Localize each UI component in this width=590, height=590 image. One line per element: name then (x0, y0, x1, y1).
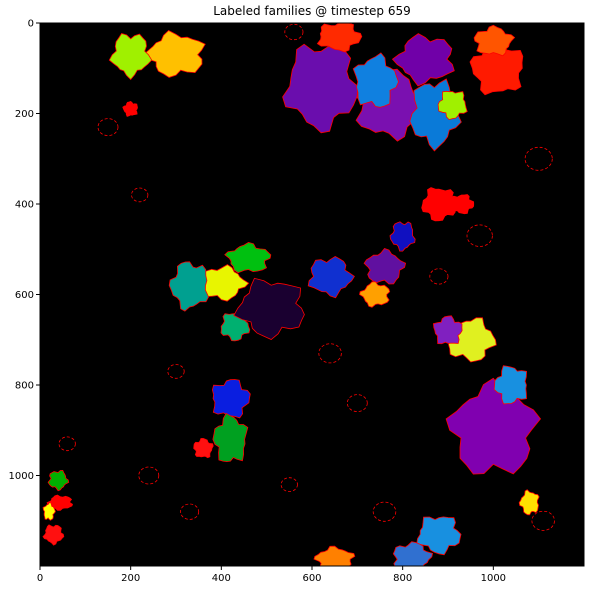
boundary-outline (524, 146, 553, 171)
boundary-outline (58, 436, 76, 452)
chart-title: Labeled families @ timestep 659 (213, 4, 411, 18)
family-region (224, 241, 272, 274)
family-region (211, 379, 251, 419)
boundary-outline (138, 466, 160, 485)
family-region (469, 40, 524, 96)
boundary-outline (280, 477, 298, 492)
family-region (122, 100, 138, 117)
family-region (168, 261, 210, 312)
family-region (313, 545, 356, 566)
x-tick-label: 400 (212, 573, 231, 584)
family-region (449, 194, 475, 215)
family-region (42, 501, 56, 521)
boundary-outline (372, 501, 397, 522)
x-tick-label: 800 (393, 573, 412, 584)
y-tick-label: 200 (15, 109, 34, 120)
boundary-outline (531, 510, 555, 531)
family-region (316, 23, 363, 53)
x-tick-label: 1000 (481, 573, 506, 584)
family-region (437, 90, 468, 121)
family-region (363, 248, 407, 285)
y-tick-label: 1000 (9, 471, 34, 482)
family-region (391, 33, 455, 87)
y-axis: 0 200 400 600 800 1000 (9, 19, 40, 482)
boundary-outline (131, 187, 149, 203)
y-tick-label: 400 (15, 200, 34, 211)
family-region (352, 52, 400, 108)
family-region (307, 256, 355, 299)
boundary-outline (346, 394, 368, 413)
x-axis: 0 200 400 600 800 1000 (37, 566, 506, 584)
y-tick-label: 600 (15, 290, 34, 301)
family-region (359, 281, 391, 308)
boundary-outline (180, 503, 200, 520)
boundary-outline (318, 343, 342, 364)
x-tick-label: 200 (121, 573, 140, 584)
boundary-outline (466, 224, 493, 247)
family-region (42, 524, 65, 546)
family-region (473, 24, 516, 57)
family-region (193, 437, 214, 459)
boundary-outline (284, 23, 304, 41)
x-tick-label: 600 (302, 573, 321, 584)
family-region (47, 469, 70, 492)
boundary-outline (97, 118, 119, 136)
y-tick-label: 800 (15, 381, 34, 392)
family-region (493, 365, 528, 405)
family-region (416, 516, 462, 556)
family-region (518, 489, 540, 516)
family-region (421, 187, 456, 222)
family-region (392, 541, 434, 566)
family-region (432, 315, 463, 345)
y-tick-label: 0 (28, 19, 34, 30)
family-region (212, 412, 249, 463)
boundary-outline (429, 268, 449, 285)
family-region (233, 277, 305, 340)
boundary-outline (167, 364, 185, 379)
x-tick-label: 0 (37, 573, 43, 584)
family-region (389, 221, 416, 252)
family-region (108, 33, 153, 81)
regions-layer (42, 23, 555, 566)
